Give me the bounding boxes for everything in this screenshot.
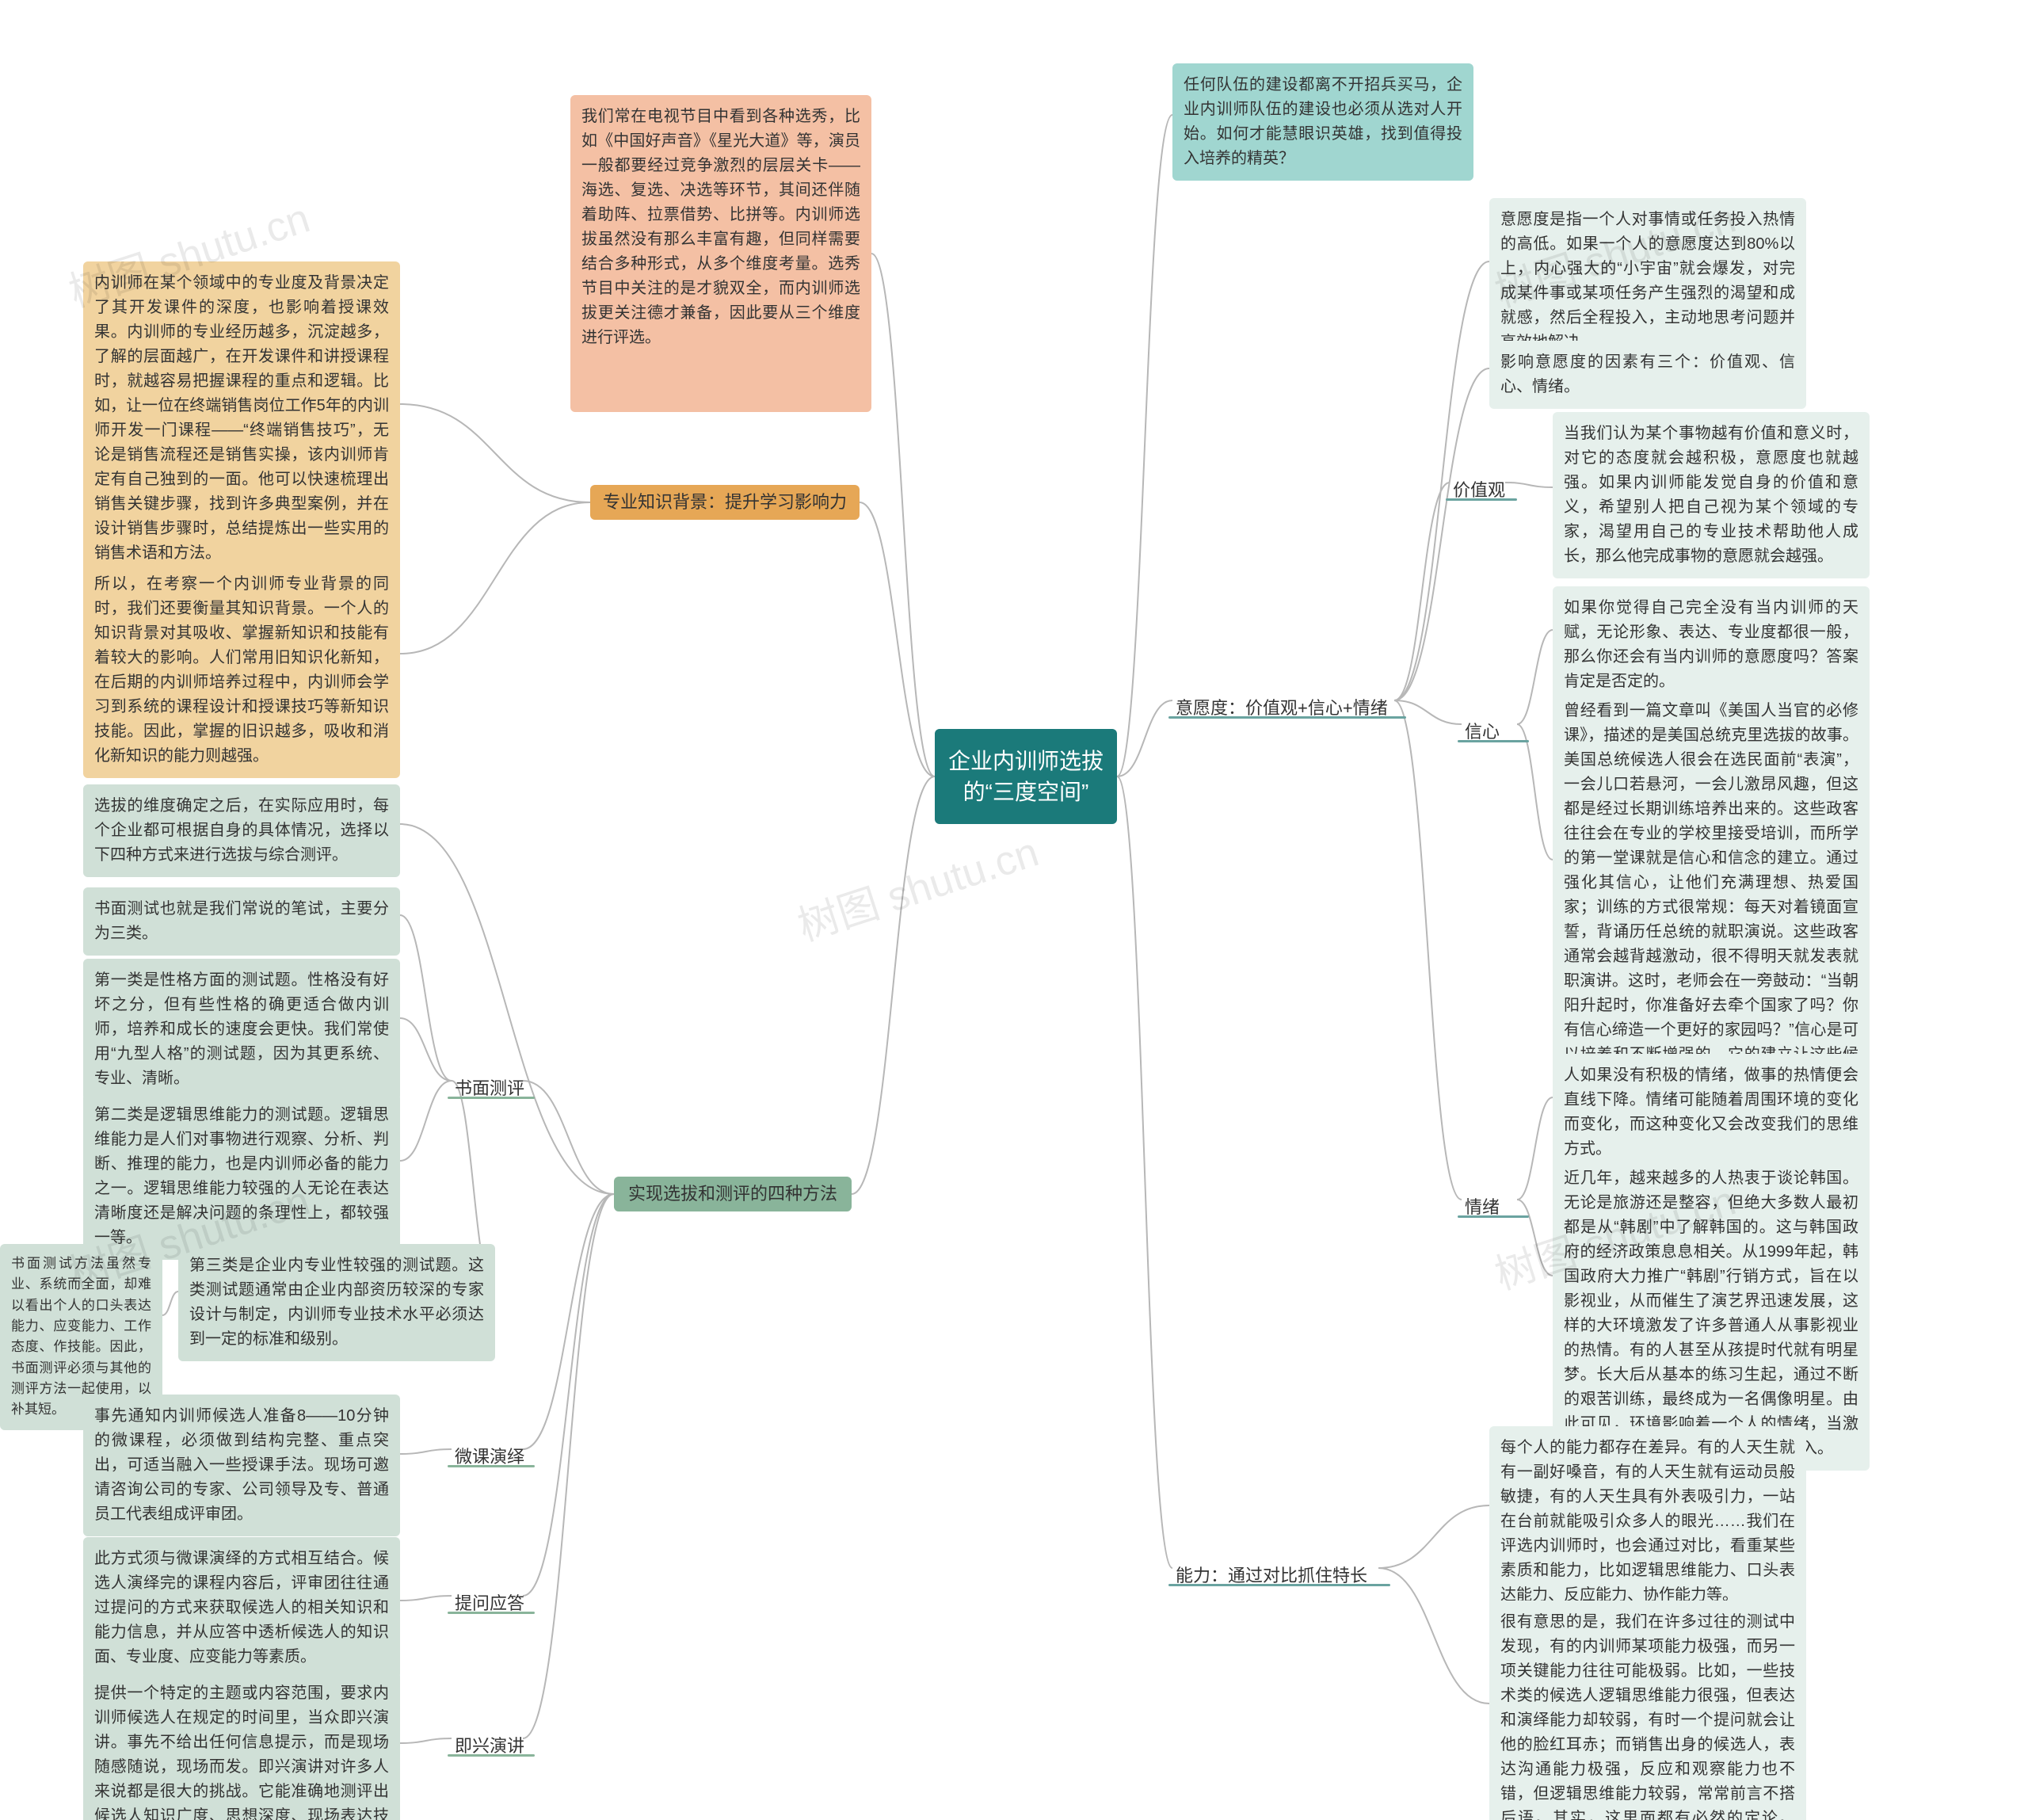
sub-label-confidence: 信心 bbox=[1462, 713, 1503, 748]
branch-label-ability: 能力：通过对比抓住特长 bbox=[1172, 1557, 1370, 1592]
branch-label-willingness: 意愿度：价值观+信心+情绪 bbox=[1172, 689, 1391, 724]
written-block-4: 第三类是企业内专业性较强的测试题。这类测试题通常由企业内部资历较深的专家设计与制… bbox=[178, 1244, 495, 1361]
impromptu-block: 提供一个特定的主题或内容范围，要求内训师候选人在规定的时间里，当众即兴演讲。事先… bbox=[83, 1672, 400, 1820]
methods-intro-block: 选拔的维度确定之后，在实际应用时，每个企业都可根据自身的具体情况，选择以下四种方… bbox=[83, 784, 400, 877]
written-block-1: 书面测试也就是我们常说的笔试，主要分为三类。 bbox=[83, 887, 400, 956]
method-label-qa: 提问应答 bbox=[452, 1585, 528, 1620]
willingness-pre-2: 影响意愿度的因素有三个：价值观、信心、情绪。 bbox=[1489, 341, 1806, 409]
values-block: 当我们认为某个事物越有价值和意义时，对它的态度就会越积极，意愿度也就越强。如果内… bbox=[1553, 412, 1870, 578]
left-intro-block: 我们常在电视节目中看到各种选秀，比如《中国好声音》《星光大道》等，演员一般都要经… bbox=[570, 95, 871, 412]
ability-block-1: 每个人的能力都存在差异。有的人天生就有一副好嗓音，有的人天生就有运动员般敏捷，有… bbox=[1489, 1426, 1806, 1617]
branch-label-expertise: 专业知识背景：提升学习影响力 bbox=[590, 485, 860, 520]
written-block-2: 第一类是性格方面的测试题。性格没有好坏之分，但有些性格的确更适合做内训师，培养和… bbox=[83, 959, 400, 1101]
emotion-block-2: 近几年，越来越多的人热衷于谈论韩国。无论是旅游还是整容，但绝大多数人最初都是从“… bbox=[1553, 1157, 1870, 1471]
emotion-block-1: 人如果没有积极的情绪，做事的热情便会直线下降。情绪可能随着周围环境的变化而变化，… bbox=[1553, 1054, 1870, 1171]
confidence-block-1: 如果你觉得自己完全没有当内训师的天赋，无论形象、表达、专业度都很一般，那么你还会… bbox=[1553, 586, 1870, 704]
branch-label-methods: 实现选拔和测评的四种方法 bbox=[614, 1177, 852, 1211]
expertise-block-2: 所以，在考察一个内训师专业背景的同时，我们还要衡量其知识背景。一个人的知识背景对… bbox=[83, 563, 400, 778]
qa-block: 此方式须与微课演绎的方式相互结合。候选人演绎完的课程内容后，评审团往往通过提问的… bbox=[83, 1537, 400, 1679]
willingness-pre-1: 意愿度是指一个人对事情或任务投入热情的高低。如果一个人的意愿度达到80%以上，内… bbox=[1489, 198, 1806, 364]
written-block-3: 第二类是逻辑思维能力的测试题。逻辑思维能力是人们对事物进行观察、分析、判断、推理… bbox=[83, 1093, 400, 1260]
ability-block-2: 很有意思的是，我们在许多过往的测试中发现，有的内训师某项能力极强，而另一项关键能… bbox=[1489, 1601, 1806, 1820]
root-node: 企业内训师选拔的“三度空间” bbox=[935, 729, 1117, 824]
microlesson-block: 事先通知内训师候选人准备8——10分钟的微课程，必须做到结构完整、重点突出，可适… bbox=[83, 1395, 400, 1536]
method-label-microlesson: 微课演绎 bbox=[452, 1438, 528, 1473]
sub-label-emotion: 情绪 bbox=[1462, 1189, 1503, 1223]
method-label-impromptu: 即兴演讲 bbox=[452, 1727, 528, 1762]
sub-label-values: 价值观 bbox=[1450, 471, 1508, 506]
expertise-block-1: 内训师在某个领域中的专业度及背景决定了其开发课件的深度，也影响着授课效果。内训师… bbox=[83, 261, 400, 575]
right-intro-block: 任何队伍的建设都离不开招兵买马，企业内训师队伍的建设也必须从选对人开始。如何才能… bbox=[1172, 63, 1473, 181]
method-label-written: 书面测评 bbox=[452, 1070, 528, 1105]
